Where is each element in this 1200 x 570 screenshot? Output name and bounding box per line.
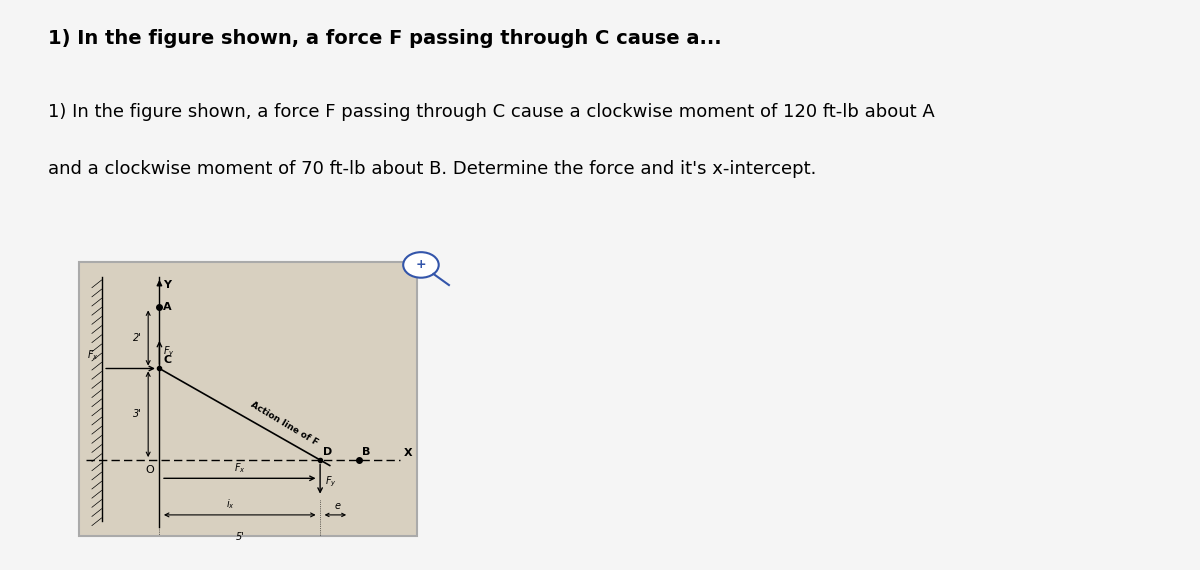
Circle shape	[403, 252, 439, 278]
FancyBboxPatch shape	[79, 262, 416, 536]
Text: $F_y$: $F_y$	[325, 474, 337, 488]
Text: and a clockwise moment of 70 ft-lb about B. Determine the force and it's x-inter: and a clockwise moment of 70 ft-lb about…	[48, 160, 816, 178]
Text: A: A	[163, 303, 172, 312]
Text: 3': 3'	[133, 409, 142, 420]
Text: e: e	[335, 501, 341, 511]
Text: 1) In the figure shown, a force F passing through C cause a clockwise moment of : 1) In the figure shown, a force F passin…	[48, 103, 935, 121]
Text: B: B	[362, 447, 371, 457]
Text: 5': 5'	[235, 532, 245, 542]
Text: +: +	[415, 258, 426, 271]
Text: C: C	[163, 356, 172, 365]
Text: 2': 2'	[133, 333, 142, 343]
Text: 1) In the figure shown, a force F passing through C cause a...: 1) In the figure shown, a force F passin…	[48, 28, 721, 47]
Text: X: X	[403, 449, 413, 458]
Text: D: D	[323, 447, 332, 457]
Text: $i_x$: $i_x$	[226, 498, 234, 511]
Text: $F_x$: $F_x$	[86, 349, 98, 363]
Text: Action line of F: Action line of F	[250, 401, 320, 448]
Text: $F_y$: $F_y$	[163, 344, 175, 359]
Text: Y: Y	[163, 280, 170, 290]
Text: O: O	[146, 465, 155, 475]
Text: $F_x$: $F_x$	[234, 461, 246, 475]
